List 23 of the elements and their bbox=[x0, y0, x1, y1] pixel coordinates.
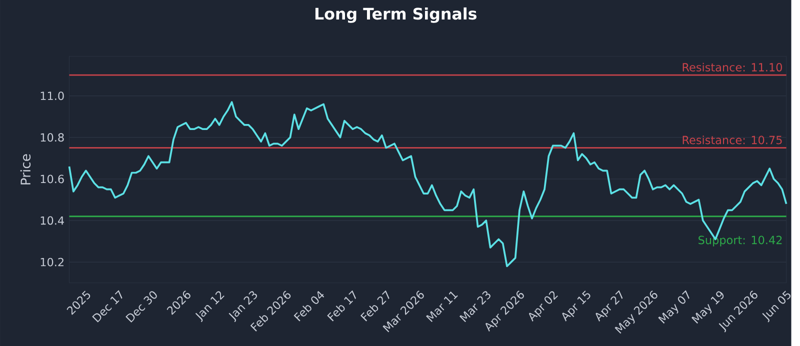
x-tick-label: Jan 12 bbox=[195, 291, 224, 322]
y-tick-label: 10.2 bbox=[40, 258, 64, 266]
x-tick-label: Feb 04 bbox=[294, 290, 324, 322]
x-tick-label: Feb 17 bbox=[327, 290, 356, 322]
x-tick-label: Jan 23 bbox=[228, 291, 257, 322]
x-tick-label: Jun 05 bbox=[762, 290, 791, 322]
y-tick-label: 10.6 bbox=[40, 174, 64, 184]
ref-line-label: Support: 10.42 bbox=[698, 236, 782, 246]
chart-title: Long Term Signals bbox=[315, 7, 476, 23]
x-tick-label: Apr 15 bbox=[562, 290, 590, 322]
x-tick-label: Mar 23 bbox=[459, 291, 490, 322]
ref-line-label: Resistance: 11.10 bbox=[682, 62, 782, 72]
x-tick-label: Feb 27 bbox=[360, 290, 390, 322]
x-tick-label: Apr 27 bbox=[596, 290, 623, 322]
y-axis-title: Price bbox=[20, 154, 31, 184]
ref-line-label: Resistance: 10.75 bbox=[682, 135, 782, 144]
y-tick-label: 10.8 bbox=[40, 133, 64, 142]
x-tick-label: Mar 11 bbox=[426, 291, 458, 322]
y-tick-label: 10.4 bbox=[40, 216, 64, 225]
x-tick-label: Dec 30 bbox=[126, 291, 157, 322]
x-tick-label: Dec 17 bbox=[92, 290, 122, 322]
x-tick-label: Apr 02 bbox=[528, 291, 558, 322]
y-tick-label: 11.0 bbox=[40, 92, 64, 100]
